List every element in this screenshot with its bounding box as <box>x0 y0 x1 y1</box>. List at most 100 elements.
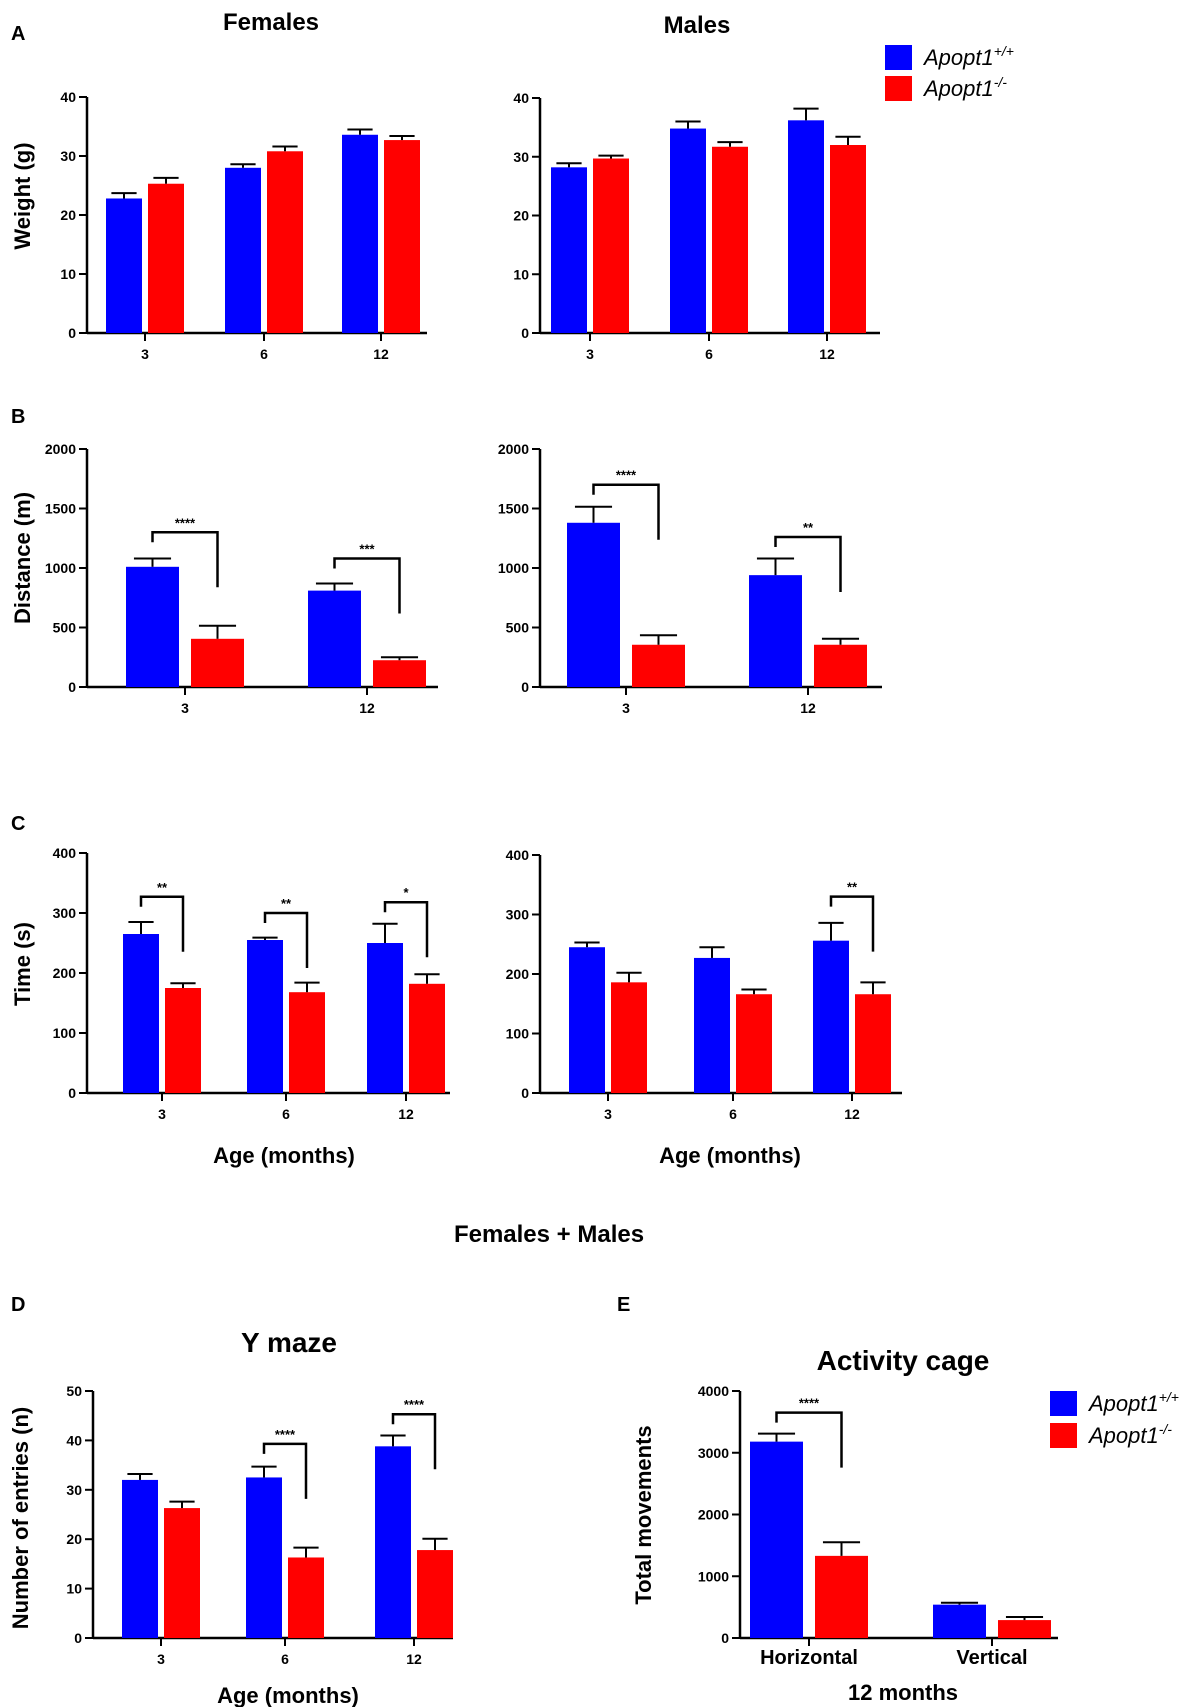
y-tick-label: 200 <box>53 965 77 981</box>
y-tick-label: 20 <box>513 208 529 224</box>
y-tick-label: 30 <box>513 149 529 165</box>
y-tick-label: 300 <box>53 905 77 921</box>
bar <box>191 638 244 687</box>
y-tick-label: 2000 <box>498 441 529 457</box>
section-title: Females + Males <box>454 1221 644 1248</box>
y-tick-label: 200 <box>506 966 530 982</box>
legend-label-ko: Apopt1-/- <box>922 74 1007 101</box>
x-tick-label: 12 <box>359 700 375 716</box>
y-axis-label: Distance (m) <box>10 492 35 624</box>
y-axis-label: Weight (g) <box>10 142 35 249</box>
bar <box>567 522 620 687</box>
significance-bracket <box>151 531 219 588</box>
significance-label: * <box>403 885 409 900</box>
legend-swatch-ko <box>1050 1423 1077 1448</box>
significance-bracket <box>333 557 401 614</box>
bar <box>267 151 303 333</box>
bar <box>632 644 685 687</box>
bar <box>814 644 867 687</box>
y-tick-label: 10 <box>513 266 529 282</box>
bar <box>830 145 866 333</box>
chart-c-males: 0 100 200 300 400 3 6 12 ** Age (months) <box>506 847 902 1168</box>
significance-label: **** <box>404 1397 425 1412</box>
x-tick-label: 6 <box>282 1106 290 1122</box>
chart-title: Y maze <box>241 1327 337 1358</box>
col-title-females: Females <box>223 9 319 36</box>
y-tick-label: 0 <box>68 679 76 695</box>
x-tick-label: 3 <box>158 1106 166 1122</box>
bar <box>736 994 772 1093</box>
y-tick-label: 20 <box>60 207 76 223</box>
bar <box>813 940 849 1093</box>
x-tick-label: 12 <box>373 346 389 362</box>
significance-bracket <box>829 895 875 952</box>
x-tick-label: 6 <box>729 1106 737 1122</box>
x-tick-label: Horizontal <box>760 1647 858 1669</box>
bar <box>289 992 325 1093</box>
bar <box>933 1604 986 1638</box>
y-tick-label: 0 <box>68 325 76 341</box>
legend-label-ko: Apopt1-/- <box>1087 1421 1172 1448</box>
bar <box>593 158 629 333</box>
y-tick-label: 40 <box>60 89 76 105</box>
significance-bracket <box>774 535 842 593</box>
x-tick-label: 3 <box>622 700 630 716</box>
bar <box>373 660 426 687</box>
y-tick-label: 20 <box>66 1531 82 1547</box>
significance-label: **** <box>175 515 196 530</box>
significance-label: **** <box>799 1396 820 1411</box>
bar <box>375 1446 411 1638</box>
significance-label: ** <box>157 880 168 895</box>
y-tick-label: 30 <box>60 148 76 164</box>
y-tick-label: 0 <box>721 1630 729 1646</box>
col-title-males: Males <box>664 12 731 39</box>
x-tick-label: 6 <box>281 1651 289 1667</box>
x-tick-label: 12 <box>398 1106 414 1122</box>
x-tick-label: 12 <box>844 1106 860 1122</box>
x-tick-label: 6 <box>705 346 713 362</box>
y-tick-label: 400 <box>506 847 530 863</box>
y-tick-label: 40 <box>513 90 529 106</box>
significance-label: ** <box>803 520 814 535</box>
bar <box>417 1550 453 1638</box>
bar <box>367 943 403 1093</box>
y-axis-label: Number of entries (n) <box>8 1407 33 1629</box>
y-tick-label: 0 <box>68 1085 76 1101</box>
y-tick-label: 1500 <box>45 501 76 517</box>
y-axis-label: Total movements <box>631 1425 656 1604</box>
chart-d-ymaze: 0 10 20 30 40 50 3 6 12 **** **** Number of entries… <box>8 1327 453 1707</box>
bar <box>123 934 159 1093</box>
bar <box>164 1508 200 1638</box>
y-tick-label: 300 <box>506 907 530 923</box>
legend-label-wt: Apopt1+/+ <box>922 43 1014 70</box>
bar <box>750 1441 803 1638</box>
bar <box>246 1477 282 1638</box>
legend-label-wt: Apopt1+/+ <box>1087 1389 1179 1416</box>
chart-title: Activity cage <box>817 1345 990 1376</box>
y-tick-label: 1000 <box>45 560 76 576</box>
significance-bracket <box>383 900 429 958</box>
significance-bracket <box>263 911 309 968</box>
bar <box>106 198 142 333</box>
significance-bracket <box>139 895 185 952</box>
y-tick-label: 2000 <box>698 1507 729 1523</box>
bar <box>694 957 730 1093</box>
y-tick-label: 3000 <box>698 1445 729 1461</box>
bar <box>165 988 201 1093</box>
x-tick-label: 12 <box>819 346 835 362</box>
x-tick-label: 6 <box>260 346 268 362</box>
bar <box>122 1479 158 1638</box>
x-axis-label: Age (months) <box>659 1143 801 1168</box>
bar <box>288 1557 324 1638</box>
bar <box>855 994 891 1093</box>
legend-swatch-wt <box>1050 1391 1077 1416</box>
x-tick-label: 3 <box>586 346 594 362</box>
significance-label: *** <box>359 541 375 556</box>
bar <box>712 146 748 333</box>
y-tick-label: 10 <box>60 266 76 282</box>
bar <box>308 590 361 687</box>
legend-swatch-ko <box>885 76 912 101</box>
significance-bracket <box>391 1412 437 1470</box>
